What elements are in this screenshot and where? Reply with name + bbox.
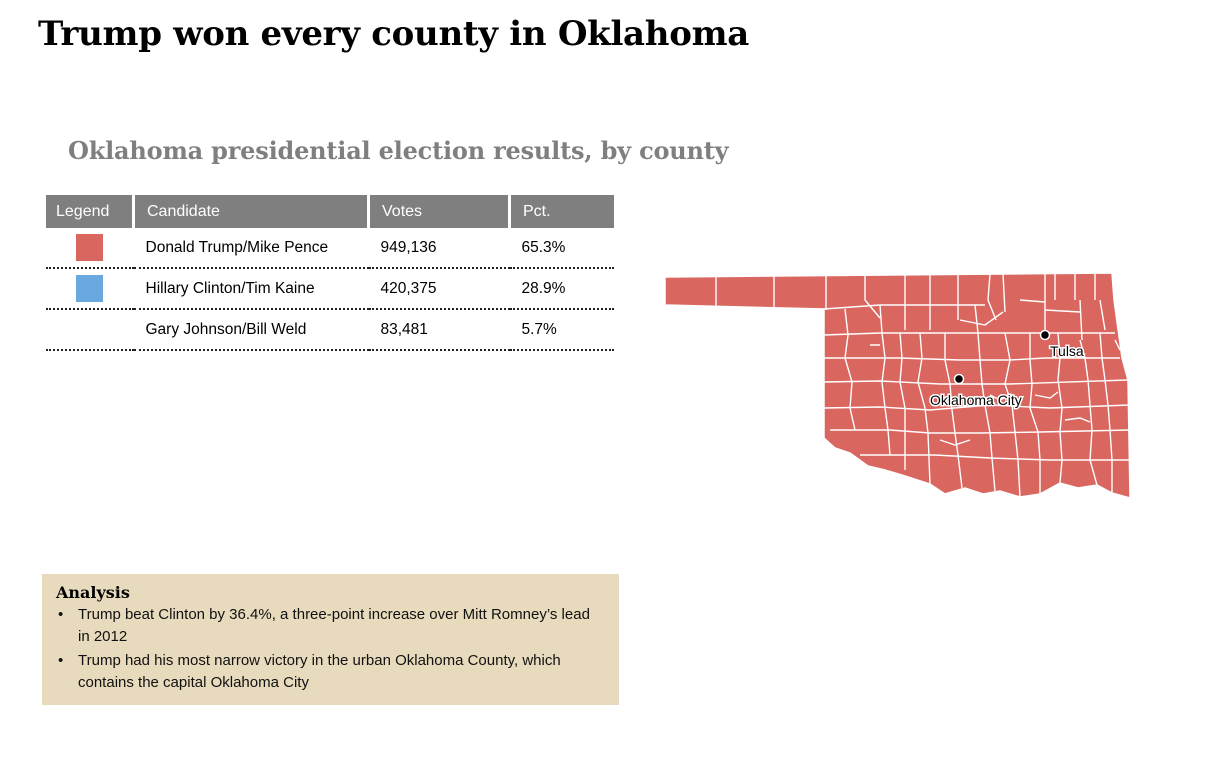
legend-swatch-clinton [76, 275, 104, 302]
county-border [844, 308, 856, 431]
county-border [879, 304, 891, 456]
county-border [823, 404, 1130, 411]
county-border [939, 439, 971, 446]
header-pct: Pct. [509, 195, 614, 228]
analysis-bullet: • Trump had his most narrow victory in th… [56, 650, 605, 694]
header-legend: Legend [46, 195, 135, 228]
candidate-cell: Gary Johnson/Bill Weld [133, 309, 369, 351]
county-border [1079, 339, 1098, 486]
legend-swatch-trump [76, 234, 104, 261]
analysis-bullet-text: Trump had his most narrow victory in the… [78, 652, 561, 691]
county-border [944, 333, 963, 489]
city-markers: Tulsa Oklahoma City [929, 329, 1085, 410]
county-border [917, 332, 931, 485]
page-subtitle: Oklahoma presidential election results, … [68, 136, 729, 165]
county-border [1029, 333, 1041, 494]
header-votes: Votes [368, 195, 511, 228]
county-border [824, 357, 1120, 361]
votes-cell: 420,375 [368, 268, 510, 310]
pct-cell: 5.7% [509, 309, 614, 351]
county-border [987, 273, 997, 321]
legend-cell [46, 228, 134, 269]
county-border [899, 332, 906, 470]
pct-cell: 28.9% [509, 268, 614, 310]
bullet-icon: • [58, 652, 64, 669]
legend-cell [46, 268, 134, 310]
legend-cell [46, 309, 134, 351]
oklahoma-county-map: Tulsa Oklahoma City [664, 272, 1131, 499]
city-dot [953, 373, 965, 385]
county-border [1057, 332, 1063, 484]
county-border [823, 332, 1115, 336]
city-label: Tulsa [1050, 343, 1084, 359]
county-border [1114, 339, 1121, 351]
page-title: Trump won every county in Oklahoma [38, 14, 749, 54]
bullet-icon: • [58, 606, 64, 623]
county-border [1019, 299, 1046, 303]
county-border [974, 304, 996, 492]
county-border [864, 274, 881, 319]
county-border [1064, 417, 1091, 423]
analysis-bullet: • Trump beat Clinton by 36.4%, a three-po… [56, 604, 605, 648]
county-borders [715, 273, 1130, 498]
county-border [823, 304, 985, 310]
county-border [1099, 299, 1106, 331]
results-table: Legend Candidate Votes Pct. Donald Trump… [46, 195, 614, 351]
analysis-list: • Trump beat Clinton by 36.4%, a three-po… [56, 604, 605, 694]
county-border [1004, 332, 1021, 498]
county-border [989, 394, 1011, 401]
table-row: Gary Johnson/Bill Weld 83,481 5.7% [46, 309, 614, 351]
city-label: Oklahoma City [930, 392, 1022, 408]
table-row: Donald Trump/Mike Pence 949,136 65.3% [46, 228, 614, 269]
pct-cell: 65.3% [509, 228, 614, 269]
county-border [1044, 309, 1081, 313]
header-candidate: Candidate [133, 195, 370, 228]
county-border [959, 311, 1004, 326]
votes-cell: 949,136 [368, 228, 510, 269]
table-row: Hillary Clinton/Tim Kaine 420,375 28.9% [46, 268, 614, 310]
votes-cell: 83,481 [368, 309, 510, 351]
county-border [1002, 273, 1006, 313]
analysis-heading: Analysis [56, 583, 130, 602]
state-shape [664, 272, 1131, 499]
county-border [823, 379, 1129, 385]
table-header-row: Legend Candidate Votes Pct. [46, 195, 614, 228]
analysis-bullet-text: Trump beat Clinton by 36.4%, a three-poi… [78, 606, 590, 645]
candidate-cell: Hillary Clinton/Tim Kaine [133, 268, 369, 310]
county-border [860, 454, 1130, 461]
county-border [1034, 391, 1059, 399]
city-dot [1039, 329, 1051, 341]
county-border [1099, 332, 1113, 493]
candidate-cell: Donald Trump/Mike Pence [133, 228, 369, 269]
analysis-box: Analysis • Trump beat Clinton by 36.4%, a… [42, 574, 619, 705]
